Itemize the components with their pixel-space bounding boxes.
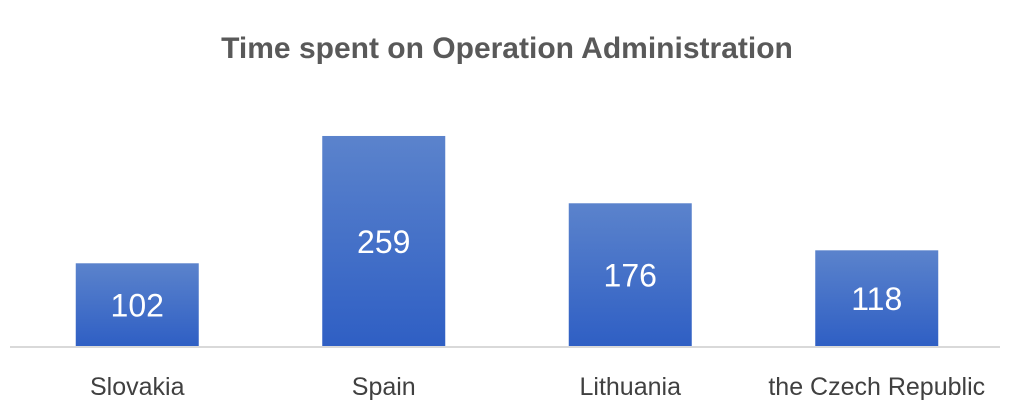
bars-group: 102 259 176 118 (75, 135, 939, 346)
bar-spain (322, 135, 446, 346)
category-label: Lithuania (580, 373, 682, 401)
bar-slovakia (75, 263, 199, 346)
data-label: 118 (851, 281, 902, 317)
bar-the-czech-republic (815, 250, 939, 346)
bar-lithuania (568, 203, 692, 346)
data-label: 102 (111, 288, 164, 324)
category-label: Spain (352, 373, 416, 401)
category-labels-group: Slovakia Spain Lithuania the Czech Republic (90, 373, 985, 401)
category-label: Slovakia (90, 373, 185, 401)
data-label: 259 (357, 224, 410, 260)
category-label: the Czech Republic (768, 373, 985, 401)
chart-title: Time spent on Operation Administration (221, 32, 793, 65)
data-label: 176 (604, 258, 657, 294)
